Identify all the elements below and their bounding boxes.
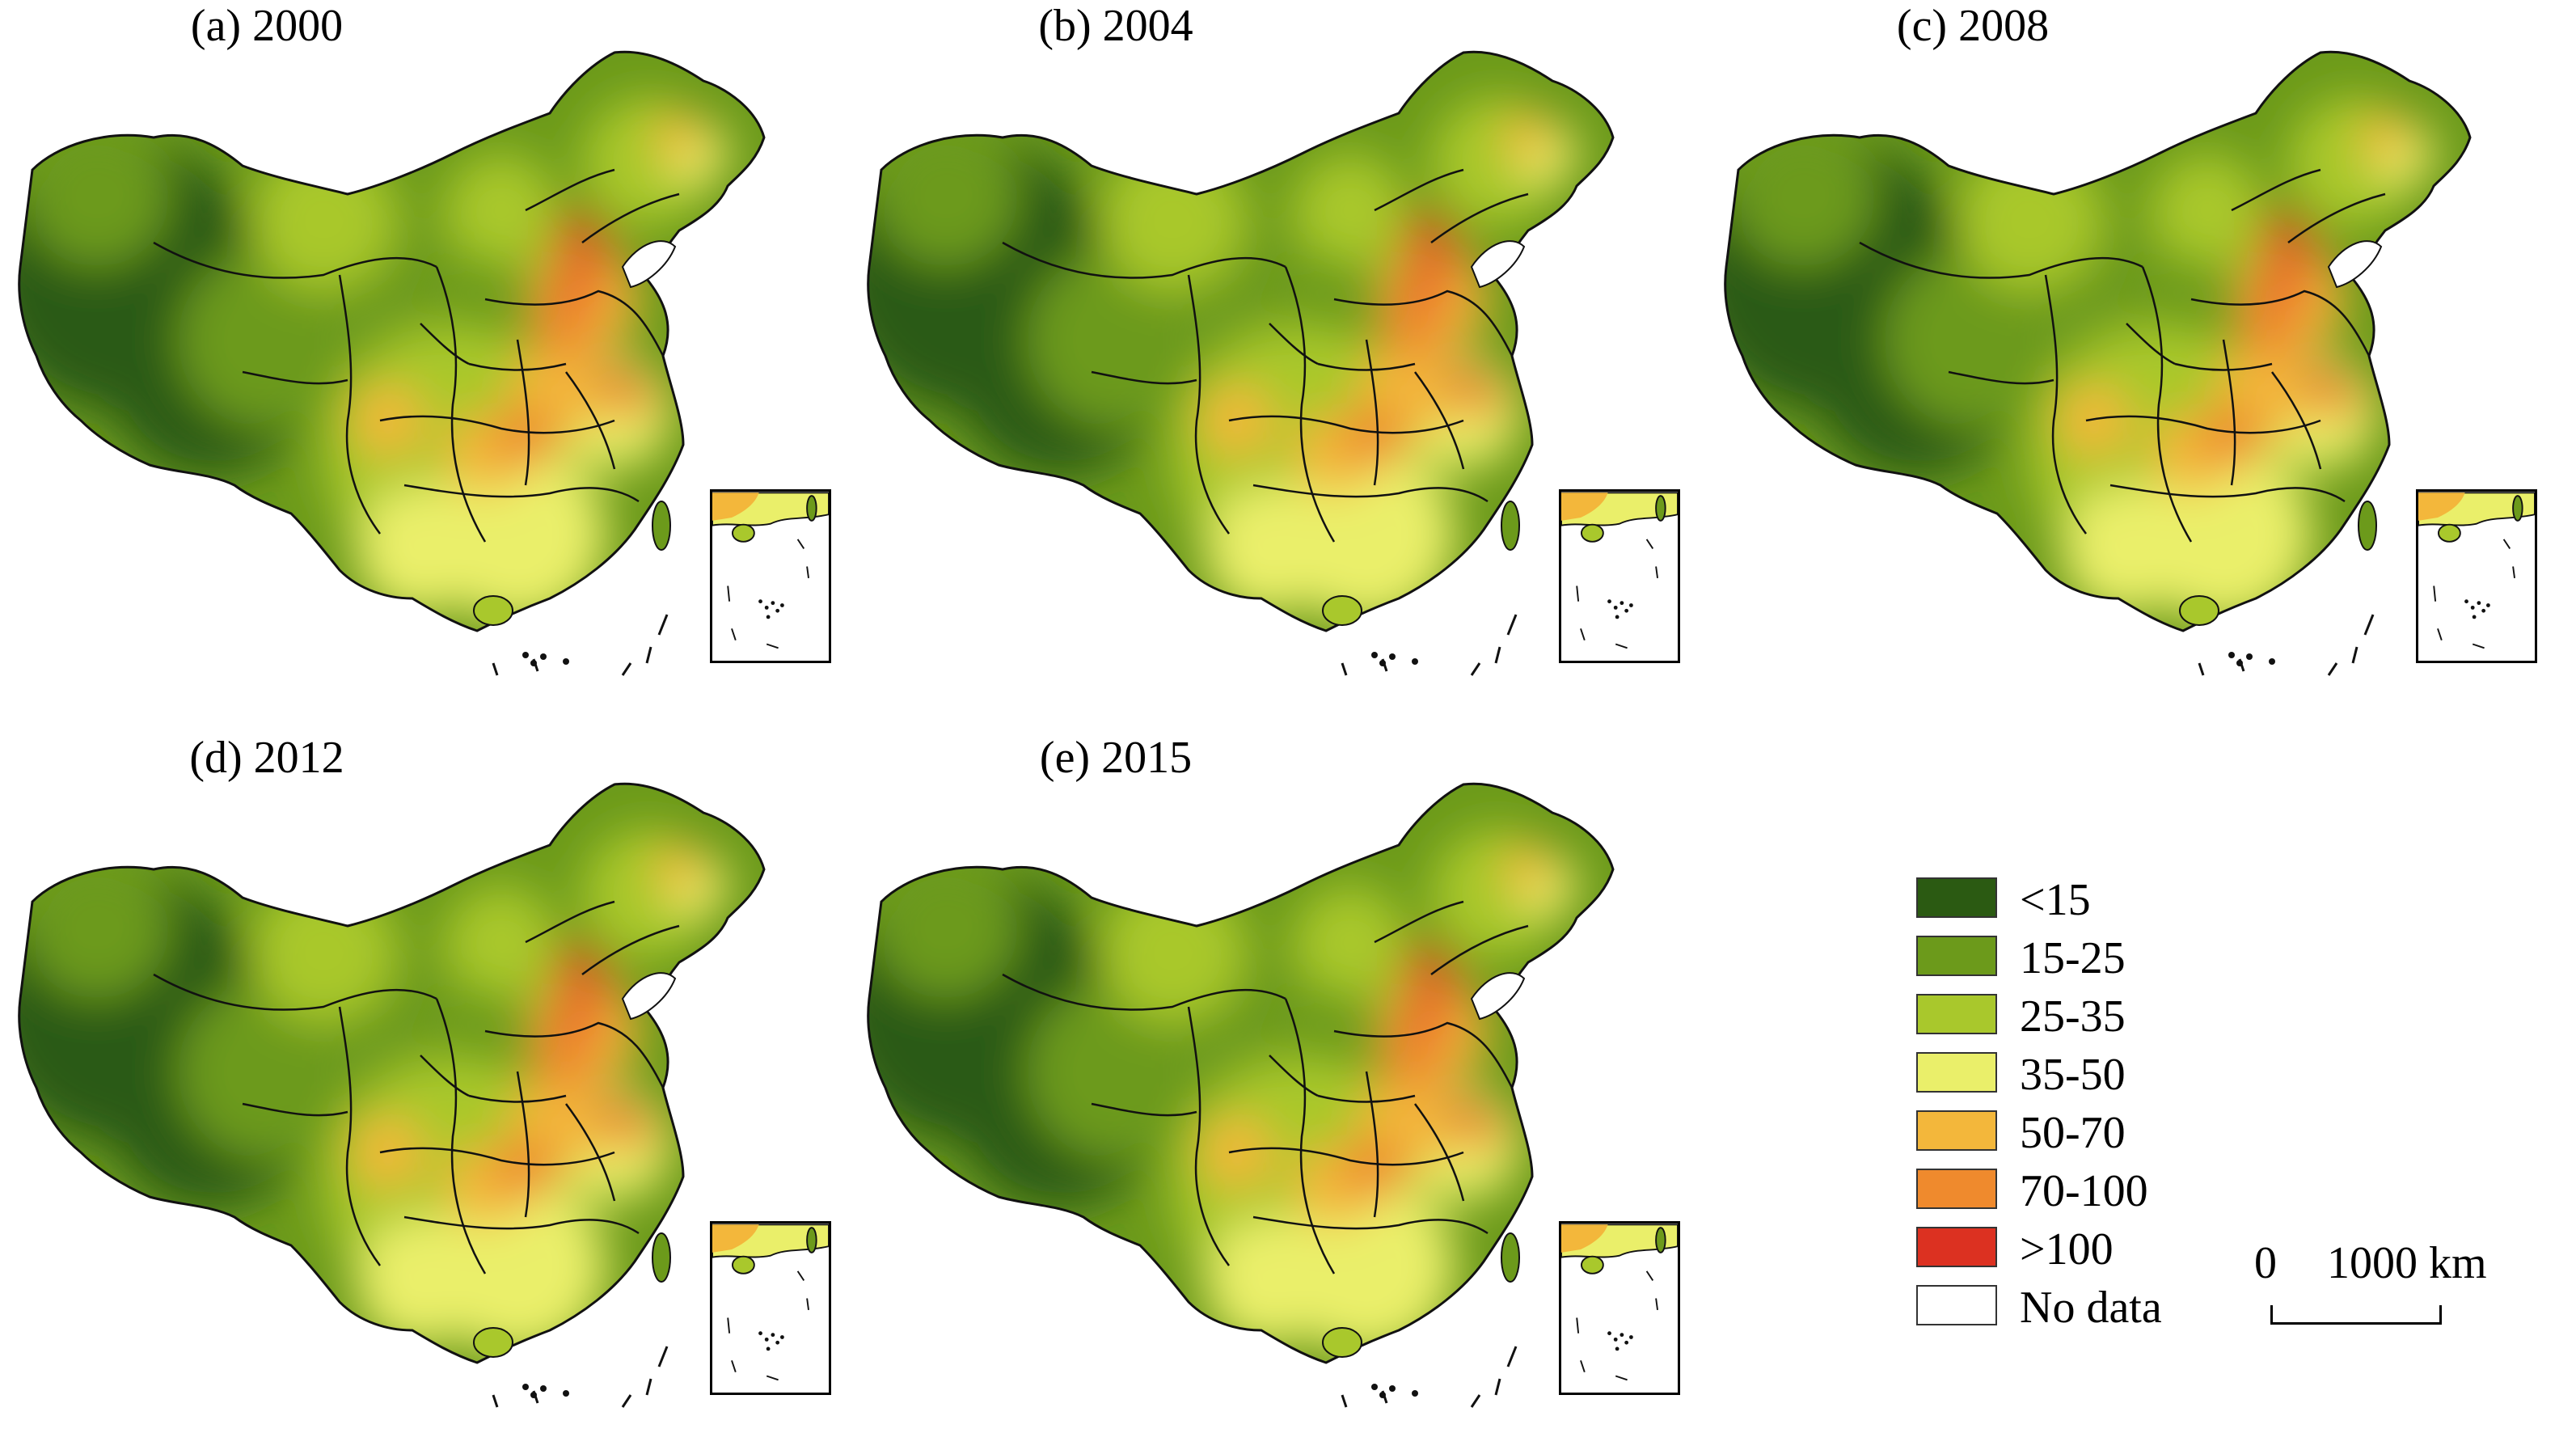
panel-title: (a) 2000: [190, 1, 344, 51]
legend-swatch: [1916, 1227, 1997, 1267]
map-panel-a: (a) 2000: [0, 0, 857, 695]
south-china-sea-inset: [710, 489, 831, 663]
legend-item: 15-25: [1916, 933, 2321, 983]
panel-title: (e) 2015: [1039, 733, 1193, 783]
south-china-sea-inset: [710, 1221, 831, 1395]
legend-label: >100: [2020, 1224, 2114, 1274]
scale-end-label: 1000 km: [2327, 1238, 2487, 1288]
legend-label: <15: [2020, 875, 2091, 925]
map-panel-c: (c) 2008: [1706, 0, 2563, 695]
legend-item: <15: [1916, 875, 2321, 925]
china-map: [867, 782, 1615, 1408]
legend-label: 15-25: [2020, 933, 2126, 983]
legend-label: 35-50: [2020, 1050, 2126, 1100]
scale-bar: 0 1000 km: [2248, 1237, 2539, 1334]
china-map: [18, 50, 766, 676]
legend-item: 25-35: [1916, 991, 2321, 1042]
map-panel-b: (b) 2004: [849, 0, 1706, 695]
panel-title: (d) 2012: [189, 733, 344, 783]
legend-item: 70-100: [1916, 1166, 2321, 1216]
legend-swatch: [1916, 1110, 1997, 1151]
legend-swatch: [1916, 1285, 1997, 1325]
china-map: [18, 782, 766, 1408]
legend-swatch: [1916, 994, 1997, 1034]
china-map: [1724, 50, 2472, 676]
legend-label: 70-100: [2020, 1166, 2148, 1216]
panel-title: (c) 2008: [1896, 1, 2050, 51]
legend-item: No data: [1916, 1283, 2321, 1333]
map-panel-e: (e) 2015: [849, 732, 1706, 1427]
legend-label: 25-35: [2020, 991, 2126, 1042]
legend-swatch: [1916, 936, 1997, 976]
panel-title: (b) 2004: [1038, 1, 1193, 51]
legend-swatch: [1916, 877, 1997, 918]
legend-item: >100: [1916, 1224, 2321, 1274]
legend-label: No data: [2020, 1283, 2162, 1333]
south-china-sea-inset: [1559, 1221, 1680, 1395]
scale-line: [2270, 1305, 2442, 1325]
scale-start-label: 0: [2254, 1238, 2277, 1288]
south-china-sea-inset: [2416, 489, 2537, 663]
legend-label: 50-70: [2020, 1108, 2126, 1158]
legend-swatch: [1916, 1052, 1997, 1093]
legend-item: 50-70: [1916, 1108, 2321, 1158]
map-panel-d: (d) 2012: [0, 732, 857, 1427]
legend-swatch: [1916, 1169, 1997, 1209]
legend-item: 35-50: [1916, 1050, 2321, 1100]
south-china-sea-inset: [1559, 489, 1680, 663]
china-map: [867, 50, 1615, 676]
